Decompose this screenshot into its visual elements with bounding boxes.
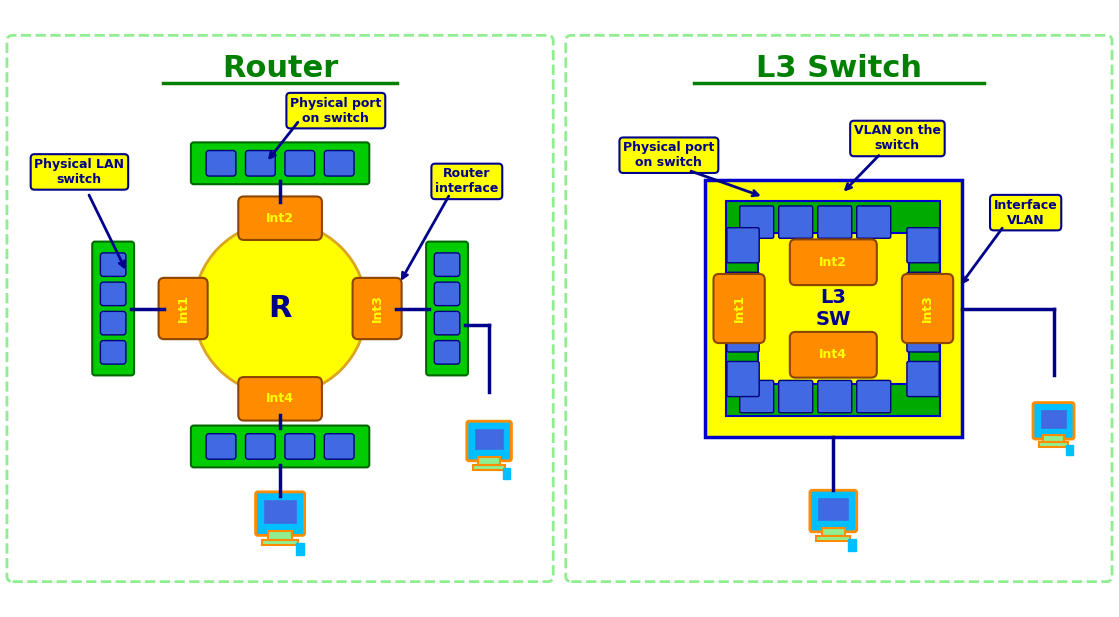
FancyBboxPatch shape (434, 282, 460, 305)
FancyBboxPatch shape (1033, 402, 1074, 439)
Bar (1038, 442, 1069, 447)
Text: Physical port
on switch: Physical port on switch (623, 141, 715, 169)
FancyBboxPatch shape (101, 312, 126, 335)
Text: Router: Router (222, 54, 338, 83)
FancyBboxPatch shape (92, 242, 134, 375)
Text: Int4: Int4 (819, 348, 847, 362)
Text: VLAN on the
switch: VLAN on the switch (854, 125, 941, 152)
Bar (267, 531, 292, 540)
Text: Interface
VLAN: Interface VLAN (994, 199, 1057, 226)
FancyBboxPatch shape (857, 206, 891, 238)
FancyBboxPatch shape (906, 272, 939, 307)
Text: Router
interface: Router interface (435, 167, 499, 196)
FancyBboxPatch shape (263, 499, 297, 524)
FancyBboxPatch shape (101, 282, 126, 305)
FancyBboxPatch shape (434, 341, 460, 364)
FancyBboxPatch shape (790, 239, 877, 285)
Bar (295, 543, 303, 555)
Bar (478, 457, 500, 465)
FancyBboxPatch shape (434, 253, 460, 276)
FancyBboxPatch shape (7, 35, 553, 582)
Bar (504, 468, 510, 479)
FancyBboxPatch shape (255, 492, 304, 536)
Circle shape (194, 222, 367, 395)
FancyBboxPatch shape (426, 242, 468, 375)
Text: Int2: Int2 (266, 212, 294, 225)
Bar (821, 528, 845, 536)
FancyBboxPatch shape (727, 228, 759, 263)
FancyBboxPatch shape (352, 278, 402, 339)
FancyBboxPatch shape (159, 278, 208, 339)
FancyBboxPatch shape (285, 434, 314, 459)
FancyBboxPatch shape (101, 341, 126, 364)
Bar (1043, 436, 1063, 442)
Text: R: R (269, 294, 292, 323)
Bar (1066, 445, 1073, 455)
Text: Int3: Int3 (921, 294, 934, 323)
FancyBboxPatch shape (779, 381, 812, 413)
FancyBboxPatch shape (434, 312, 460, 335)
FancyBboxPatch shape (1040, 408, 1068, 429)
FancyBboxPatch shape (705, 180, 961, 437)
FancyBboxPatch shape (101, 253, 126, 276)
FancyBboxPatch shape (810, 491, 857, 532)
FancyBboxPatch shape (238, 196, 322, 240)
FancyBboxPatch shape (245, 434, 275, 459)
FancyBboxPatch shape (245, 151, 275, 176)
Text: Int1: Int1 (733, 294, 745, 323)
FancyBboxPatch shape (191, 143, 369, 184)
FancyBboxPatch shape (906, 362, 939, 397)
FancyBboxPatch shape (325, 434, 354, 459)
FancyBboxPatch shape (474, 428, 505, 450)
FancyBboxPatch shape (902, 274, 953, 343)
FancyBboxPatch shape (467, 421, 511, 461)
FancyBboxPatch shape (818, 497, 849, 521)
Bar (262, 540, 298, 545)
Bar (473, 465, 505, 470)
FancyBboxPatch shape (740, 206, 773, 238)
FancyBboxPatch shape (727, 317, 759, 352)
FancyBboxPatch shape (285, 151, 314, 176)
FancyBboxPatch shape (238, 377, 322, 421)
Bar (817, 536, 850, 541)
FancyBboxPatch shape (206, 434, 236, 459)
FancyBboxPatch shape (906, 228, 939, 263)
FancyBboxPatch shape (727, 362, 759, 397)
FancyBboxPatch shape (740, 381, 773, 413)
FancyBboxPatch shape (206, 151, 236, 176)
FancyBboxPatch shape (906, 317, 939, 352)
FancyBboxPatch shape (191, 426, 369, 467)
FancyBboxPatch shape (779, 206, 812, 238)
FancyBboxPatch shape (325, 151, 354, 176)
FancyBboxPatch shape (790, 332, 877, 378)
FancyBboxPatch shape (726, 202, 940, 415)
Text: Int3: Int3 (370, 294, 384, 323)
FancyBboxPatch shape (818, 381, 852, 413)
Text: L3
SW: L3 SW (816, 288, 852, 329)
Text: Int2: Int2 (819, 255, 847, 269)
FancyBboxPatch shape (758, 233, 909, 384)
FancyBboxPatch shape (727, 272, 759, 307)
Text: Physical port
on switch: Physical port on switch (290, 97, 382, 125)
Text: Int4: Int4 (266, 392, 294, 405)
Bar (848, 539, 856, 551)
Text: L3 Switch: L3 Switch (756, 54, 922, 83)
FancyBboxPatch shape (566, 35, 1112, 582)
FancyBboxPatch shape (714, 274, 764, 343)
FancyBboxPatch shape (857, 381, 891, 413)
Text: Int1: Int1 (177, 294, 189, 323)
Text: Physical LAN
switch: Physical LAN switch (35, 158, 124, 186)
FancyBboxPatch shape (818, 206, 852, 238)
